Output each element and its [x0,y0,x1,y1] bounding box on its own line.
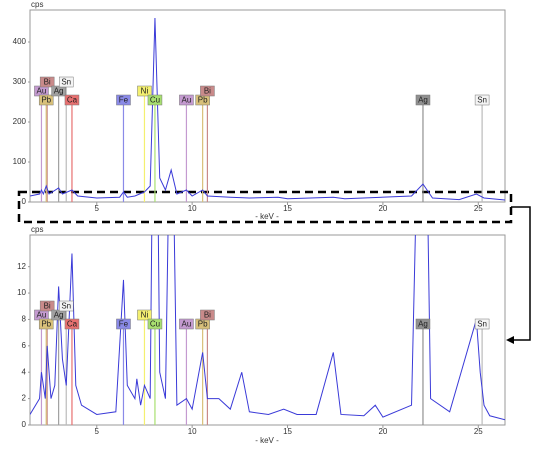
element-label: Fe [119,320,129,329]
element-label: Ag [418,320,428,329]
element-label: Ca [67,320,78,329]
element-label: Pb [41,320,51,329]
plot-area [30,235,505,425]
element-badge [474,318,490,330]
element-label: Au [37,87,47,96]
element-label: Ag [418,96,428,105]
y-tick-label: 100 [13,157,27,166]
y-tick-label: 0 [22,420,27,429]
element-badge [137,309,152,321]
element-label: Bi [204,87,211,96]
element-badge [51,85,66,97]
x-tick-label: 5 [95,204,100,213]
element-label: Bi [44,78,51,87]
y-tick-label: 6 [22,341,27,350]
x-axis-label: - keV - [255,436,279,445]
element-badge [415,94,431,106]
x-tick-label: 15 [283,427,292,436]
element-badge [116,318,131,330]
element-badge [64,318,80,330]
element-label: Au [182,96,192,105]
y-tick-label: 400 [13,37,27,46]
y-tick-label: 0 [22,197,27,206]
element-label: Sn [477,96,487,105]
plot-frame [29,234,506,426]
element-badge [58,76,74,88]
x-tick-label: 10 [188,427,197,436]
element-label: Cu [150,96,160,105]
y-tick-label: 300 [13,77,27,86]
element-label: Ca [67,96,78,105]
element-label: Au [182,320,192,329]
zoom-arrow [511,206,531,341]
y-axis-label: cps [31,0,43,9]
x-tick-label: 15 [283,204,292,213]
element-badge [474,94,490,106]
element-label: Au [37,311,47,320]
element-badge [38,318,54,330]
y-tick-label: 200 [13,117,27,126]
element-label: Ni [141,311,149,320]
element-label: Pb [198,96,208,105]
y-tick-label: 4 [22,367,27,376]
element-badge [147,318,163,330]
element-badge [147,94,163,106]
x-tick-label: 25 [474,204,483,213]
element-label: Sn [61,302,71,311]
element-badge [415,318,431,330]
element-badge [38,94,54,106]
x-tick-label: 5 [95,427,100,436]
y-tick-label: 12 [17,262,26,271]
element-label: Sn [61,78,71,87]
y-axis-label: cps [31,225,43,234]
arrow-head [506,336,514,344]
element-badge [64,94,80,106]
y-tick-label: 10 [17,288,26,297]
element-badge [179,318,194,330]
element-badge [116,94,131,106]
element-badge [200,85,215,97]
x-tick-label: 25 [474,427,483,436]
spectrum-line [30,17,505,201]
plot-frame [29,9,506,203]
element-badge [179,94,194,106]
x-tick-label: 10 [188,204,197,213]
x-tick-label: 20 [378,427,387,436]
x-axis-label: - keV - [255,212,279,221]
element-label: Ag [54,87,64,96]
element-label: Ni [141,87,149,96]
element-badge [137,85,152,97]
element-badge [39,76,55,88]
element-badge [58,300,74,312]
plot-area [30,17,505,202]
element-badge [51,309,66,321]
element-label: Bi [44,302,51,311]
y-tick-label: 2 [22,394,27,403]
element-label: Sn [477,320,487,329]
y-tick-label: 8 [22,315,27,324]
element-label: Fe [119,96,129,105]
element-label: Ag [54,311,64,320]
spectrum-line [30,235,505,421]
element-badge [39,300,55,312]
element-label: Pb [198,320,208,329]
element-badge [200,309,215,321]
element-label: Cu [150,320,160,329]
x-tick-label: 20 [378,204,387,213]
element-label: Pb [41,96,51,105]
element-label: Bi [204,311,211,320]
